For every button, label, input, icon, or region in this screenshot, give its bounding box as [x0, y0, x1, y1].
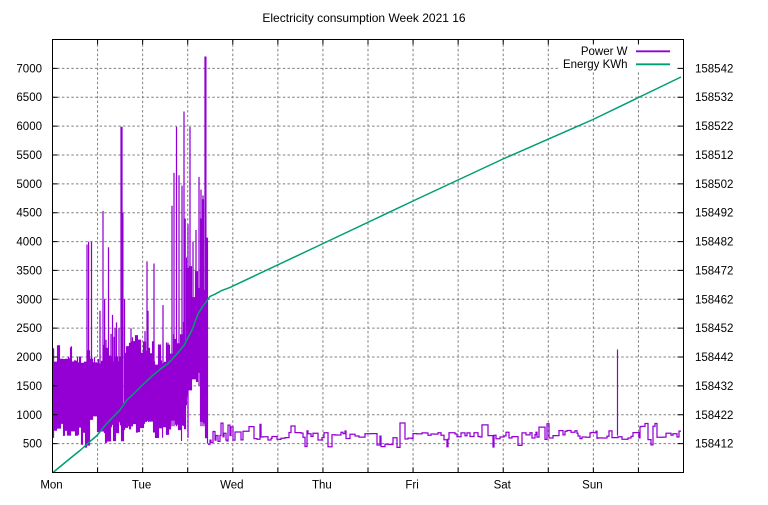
svg-text:Sun: Sun	[582, 480, 602, 492]
svg-text:2000: 2000	[16, 352, 42, 364]
svg-text:158502: 158502	[695, 179, 733, 191]
svg-text:158422: 158422	[695, 410, 733, 422]
svg-text:158532: 158532	[695, 92, 733, 104]
svg-text:Electricity consumption Week 2: Electricity consumption Week 2021 16	[262, 11, 466, 25]
svg-text:1500: 1500	[16, 381, 42, 393]
svg-text:Energy KWh: Energy KWh	[563, 59, 628, 71]
svg-text:1000: 1000	[16, 410, 42, 422]
svg-text:6500: 6500	[16, 92, 42, 104]
svg-text:Mon: Mon	[40, 480, 62, 492]
svg-text:158522: 158522	[695, 121, 733, 133]
svg-text:3500: 3500	[16, 265, 42, 277]
svg-text:4000: 4000	[16, 237, 42, 249]
svg-text:3000: 3000	[16, 294, 42, 306]
svg-text:500: 500	[23, 439, 42, 451]
svg-text:158462: 158462	[695, 294, 733, 306]
svg-text:158432: 158432	[695, 381, 733, 393]
svg-text:Sat: Sat	[494, 480, 512, 492]
svg-text:158492: 158492	[695, 208, 733, 220]
svg-text:2500: 2500	[16, 323, 42, 335]
svg-text:4500: 4500	[16, 208, 42, 220]
svg-text:Power W: Power W	[581, 46, 628, 58]
svg-text:158442: 158442	[695, 352, 733, 364]
svg-text:158482: 158482	[695, 237, 733, 249]
svg-text:7000: 7000	[16, 63, 42, 75]
svg-text:Tue: Tue	[132, 480, 151, 492]
svg-text:158472: 158472	[695, 265, 733, 277]
svg-text:Wed: Wed	[220, 480, 243, 492]
svg-text:5500: 5500	[16, 150, 42, 162]
svg-text:5000: 5000	[16, 179, 42, 191]
svg-text:Fri: Fri	[405, 480, 418, 492]
svg-text:158412: 158412	[695, 439, 733, 451]
svg-text:Thu: Thu	[312, 480, 332, 492]
svg-text:6000: 6000	[16, 121, 42, 133]
svg-text:158512: 158512	[695, 150, 733, 162]
svg-text:158542: 158542	[695, 63, 733, 75]
svg-text:158452: 158452	[695, 323, 733, 335]
